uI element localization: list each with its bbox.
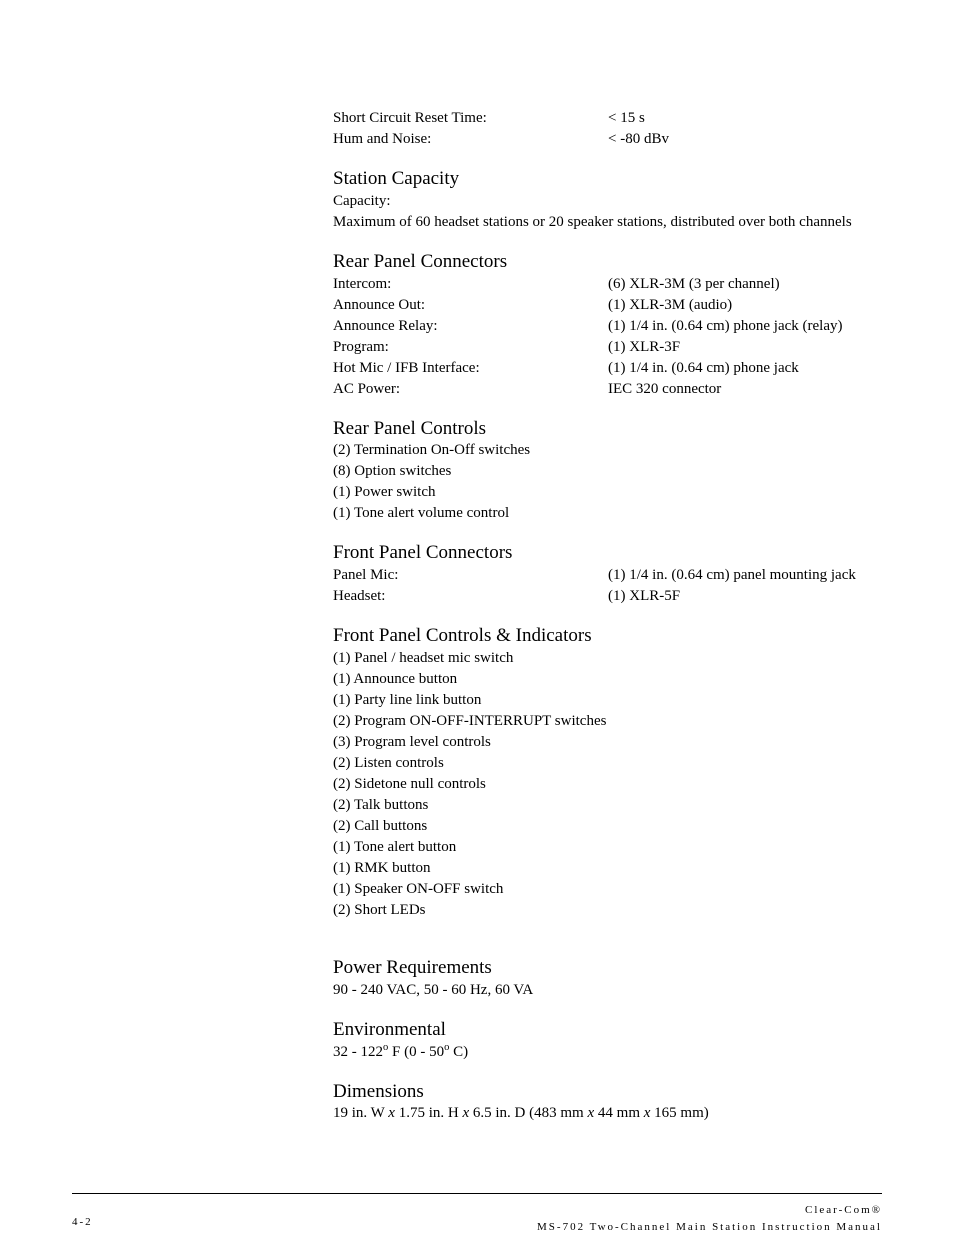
body-line: (3) Program level controls (333, 732, 893, 753)
dim-d-mm: 165 mm (654, 1105, 704, 1121)
heading-dimensions: Dimensions (333, 1081, 893, 1104)
spec-row: Hum and Noise: < -80 dBv (333, 129, 893, 150)
spec-row: Intercom: (6) XLR-3M (3 per channel) (333, 274, 893, 295)
body-line: (8) Option switches (333, 461, 893, 482)
spec-value: (1) 1/4 in. (0.64 cm) panel mounting jac… (608, 565, 893, 586)
spec-label: Hum and Noise: (333, 129, 608, 150)
body-line: Maximum of 60 headset stations or 20 spe… (333, 212, 893, 233)
spec-value: (1) XLR-3M (audio) (608, 295, 893, 316)
heading-rear-panel-controls: Rear Panel Controls (333, 418, 893, 441)
spec-row: Headset: (1) XLR-5F (333, 586, 893, 607)
body-line: (2) Program ON-OFF-INTERRUPT switches (333, 711, 893, 732)
body-line: (1) Party line link button (333, 690, 893, 711)
body-line: (2) Talk buttons (333, 795, 893, 816)
spec-value: < -80 dBv (608, 129, 893, 150)
heading-station-capacity: Station Capacity (333, 168, 893, 191)
spec-label: Hot Mic / IFB Interface: (333, 358, 608, 379)
temp-f-high: 122 (361, 1044, 384, 1060)
spec-row: Short Circuit Reset Time: < 15 s (333, 108, 893, 129)
temp-c-high: 50 (429, 1044, 444, 1060)
spec-label: Panel Mic: (333, 565, 608, 586)
spec-row: Announce Out: (1) XLR-3M (audio) (333, 295, 893, 316)
body-line: (2) Sidetone null controls (333, 774, 893, 795)
dim-d-in: 6.5 in. D (473, 1105, 526, 1121)
page-footer: 4-2 Clear-Com® MS-702 Two-Channel Main S… (72, 1193, 882, 1200)
temp-f-low: 32 (333, 1044, 348, 1060)
spec-value: < 15 s (608, 108, 893, 129)
body-line: (2) Listen controls (333, 753, 893, 774)
dimensions-line: 19 in. W x 1.75 in. H x 6.5 in. D (483 m… (333, 1103, 893, 1124)
spec-row: Panel Mic: (1) 1/4 in. (0.64 cm) panel m… (333, 565, 893, 586)
body-line: (1) Panel / headset mic switch (333, 648, 893, 669)
body-line: (2) Short LEDs (333, 900, 893, 921)
body-line: (1) RMK button (333, 858, 893, 879)
spec-label: Program: (333, 337, 608, 358)
footer-right: Clear-Com® MS-702 Two-Channel Main Stati… (537, 1202, 882, 1235)
spec-row: AC Power: IEC 320 connector (333, 379, 893, 400)
spec-row: Hot Mic / IFB Interface: (1) 1/4 in. (0.… (333, 358, 893, 379)
body-line: (1) Speaker ON-OFF switch (333, 879, 893, 900)
body-line: Capacity: (333, 191, 893, 212)
body-line: (1) Power switch (333, 482, 893, 503)
spec-value: (1) XLR-5F (608, 586, 893, 607)
spec-label: Announce Relay: (333, 316, 608, 337)
spec-value: (6) XLR-3M (3 per channel) (608, 274, 893, 295)
spec-row: Program: (1) XLR-3F (333, 337, 893, 358)
body-line: (2) Call buttons (333, 816, 893, 837)
temp-c-low: 0 (409, 1044, 417, 1060)
spec-label: Short Circuit Reset Time: (333, 108, 608, 129)
dim-h-mm: 44 mm (598, 1105, 640, 1121)
body-line: (1) Tone alert button (333, 837, 893, 858)
heading-environmental: Environmental (333, 1019, 893, 1042)
spec-label: AC Power: (333, 379, 608, 400)
spec-label: Announce Out: (333, 295, 608, 316)
heading-rear-panel-connectors: Rear Panel Connectors (333, 251, 893, 274)
body-line: (1) Tone alert volume control (333, 503, 893, 524)
dim-h-in: 1.75 in. H (399, 1105, 459, 1121)
page-content: Short Circuit Reset Time: < 15 s Hum and… (333, 108, 893, 1124)
heading-power-requirements: Power Requirements (333, 957, 893, 980)
body-line: (2) Termination On-Off switches (333, 440, 893, 461)
body-line: (1) Announce button (333, 669, 893, 690)
dim-w-in: 19 in. W (333, 1105, 385, 1121)
dim-w-mm: 483 mm (534, 1105, 584, 1121)
spec-value: (1) 1/4 in. (0.64 cm) phone jack (608, 358, 893, 379)
body-line: 90 - 240 VAC, 50 - 60 Hz, 60 VA (333, 980, 893, 1001)
footer-brand: Clear-Com® (537, 1202, 882, 1219)
spec-label: Intercom: (333, 274, 608, 295)
spec-value: IEC 320 connector (608, 379, 893, 400)
footer-page-number: 4-2 (72, 1216, 93, 1228)
heading-front-panel-controls: Front Panel Controls & Indicators (333, 625, 893, 648)
environmental-line: 32 - 122o F (0 - 50o C) (333, 1042, 893, 1063)
spec-label: Headset: (333, 586, 608, 607)
spec-value: (1) 1/4 in. (0.64 cm) phone jack (relay) (608, 316, 893, 337)
footer-manual: MS-702 Two-Channel Main Station Instruct… (537, 1219, 882, 1235)
spec-row: Announce Relay: (1) 1/4 in. (0.64 cm) ph… (333, 316, 893, 337)
spec-value: (1) XLR-3F (608, 337, 893, 358)
heading-front-panel-connectors: Front Panel Connectors (333, 542, 893, 565)
